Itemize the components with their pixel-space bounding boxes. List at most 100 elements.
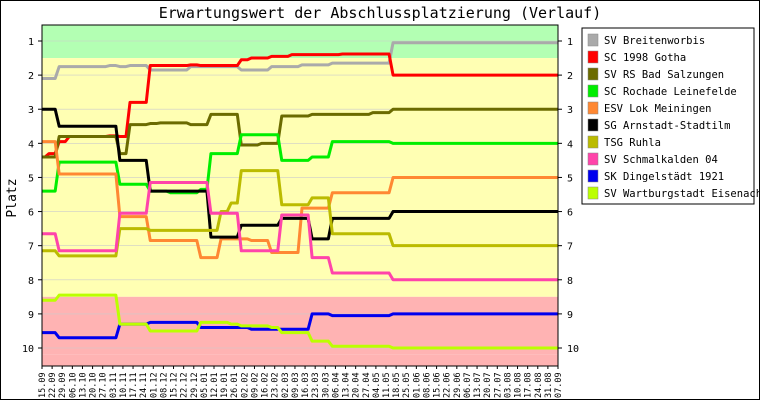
legend-label: SG Arnstadt-Stadtilm — [604, 120, 730, 132]
series-line-2 — [42, 107, 558, 159]
x-tick-label: 03.11 — [109, 372, 119, 398]
x-tick-label: 12.01 — [210, 372, 220, 398]
x-tick-label: 20.10 — [89, 372, 99, 398]
y-tick-label-left: 10 — [22, 344, 34, 355]
x-tick-label: 29.12 — [190, 372, 200, 398]
y-tick-label-right: 3 — [567, 105, 573, 116]
y-tick-label-right: 1 — [567, 37, 573, 48]
axes — [41, 24, 559, 367]
legend-swatch — [587, 101, 599, 115]
legend-swatch — [587, 118, 599, 132]
y-tick-label-left: 7 — [28, 242, 34, 253]
x-tick-label: 13.04 — [342, 372, 352, 398]
legend-label: SV Breitenworbis — [604, 35, 705, 47]
x-tick-label: 13.10 — [78, 372, 88, 398]
y-tick-label-left: 1 — [28, 37, 34, 48]
y-tick-label-left: 5 — [28, 173, 34, 184]
x-tick-label: 05.01 — [200, 372, 210, 398]
x-tick-label: 07.09 — [554, 372, 564, 398]
x-ticks: 15.09 22.09 29.09 06.10 13.10 20.10 27.10 03.11… — [38, 366, 564, 398]
y-tick-label-right: 6 — [567, 208, 573, 219]
x-tick-label: 29.09 — [58, 372, 68, 398]
x-tick-label: 10.08 — [514, 372, 524, 398]
y-tick-label-right: 9 — [567, 310, 573, 321]
y-axis-label: Platz — [5, 178, 20, 217]
y-tick-label-left: 2 — [28, 71, 34, 82]
y-ticks-left: 1 2 3 4 5 6 7 8 9 10 — [22, 37, 42, 355]
x-tick-label: 01.06 — [412, 372, 422, 398]
x-tick-label: 27.10 — [99, 372, 109, 398]
series-line-1 — [42, 52, 558, 159]
x-tick-label: 19.01 — [220, 372, 230, 398]
x-tick-label: 08.06 — [422, 372, 432, 398]
chart-title: Erwartungswert der Abschlussplatzierung … — [159, 4, 602, 22]
y-tick-label-right: 4 — [567, 139, 573, 150]
legend-label: SV Wartburgstadt Eisenach — [604, 188, 760, 200]
series-line-9 — [42, 293, 558, 350]
x-tick-label: 04.05 — [372, 372, 382, 398]
x-tick-label: 03.08 — [503, 372, 513, 398]
x-tick-label: 24.08 — [534, 372, 544, 398]
band-fill — [42, 354, 558, 366]
series-line-4 — [42, 140, 558, 260]
legend-swatch — [587, 50, 599, 64]
x-tick-label: 06.10 — [68, 372, 78, 398]
x-tick-label: 27.07 — [493, 372, 503, 398]
legend-swatch — [587, 186, 599, 200]
series-line-5 — [42, 107, 558, 241]
y-tick-label-left: 6 — [28, 208, 34, 219]
x-tick-label: 08.12 — [159, 372, 169, 398]
band-relegation — [42, 296, 558, 355]
x-tick-label: 20.04 — [352, 372, 362, 398]
series-line-6 — [42, 169, 558, 258]
legend-label: ESV Lok Meiningen — [604, 103, 711, 115]
y-tick-label-right: 5 — [567, 173, 573, 184]
legend-box — [581, 27, 755, 205]
x-tick-label: 06.07 — [463, 372, 473, 398]
x-tick-label: 20.07 — [483, 372, 493, 398]
x-tick-label: 09.03 — [291, 372, 301, 398]
x-tick-label: 17.11 — [129, 372, 139, 398]
x-tick-label: 18.05 — [392, 372, 402, 398]
x-tick-label: 29.06 — [453, 372, 463, 398]
x-tick-label: 06.04 — [331, 372, 341, 398]
y-tick-label-right: 7 — [567, 242, 573, 253]
y-tick-label-right: 8 — [567, 276, 573, 287]
legend-label: SC Rochade Leinefelde — [604, 86, 737, 98]
legend-swatch — [587, 33, 599, 47]
series-line-3 — [42, 133, 558, 195]
x-tick-label: 22.09 — [48, 372, 58, 398]
x-tick-label: 26.01 — [230, 372, 240, 398]
legend-swatch — [587, 67, 599, 81]
x-tick-label: 15.06 — [433, 372, 443, 398]
x-tick-label: 23.02 — [271, 372, 281, 398]
x-tick-label: 24.11 — [139, 372, 149, 398]
x-tick-label: 31.08 — [544, 372, 554, 398]
legend-label: SK Dingelstädt 1921 — [604, 171, 724, 183]
x-tick-label: 13.07 — [473, 372, 483, 398]
x-tick-label: 15.12 — [170, 372, 180, 398]
legend: SV Breitenworbis SC 1998 Gotha SV RS Bad S… — [581, 27, 760, 205]
x-tick-label: 01.12 — [149, 372, 159, 398]
y-tick-label-left: 3 — [28, 105, 34, 116]
legend-swatch — [587, 135, 599, 149]
series-line-7 — [42, 181, 558, 282]
legend-swatch — [587, 84, 599, 98]
y-tick-label-left: 4 — [28, 139, 34, 150]
x-tick-label: 11.05 — [382, 372, 392, 398]
x-tick-label: 22.12 — [180, 372, 190, 398]
legend-label: TSG Ruhla — [604, 137, 661, 149]
legend-label: SV Schmalkalden 04 — [604, 154, 718, 166]
x-tick-label: 25.05 — [402, 372, 412, 398]
x-tick-label: 02.03 — [281, 372, 291, 398]
x-tick-label: 23.03 — [311, 372, 321, 398]
x-tick-label: 16.02 — [261, 372, 271, 398]
y-ticks-right: 1 2 3 4 5 6 7 8 9 10 — [558, 37, 579, 355]
x-tick-label: 16.03 — [301, 372, 311, 398]
legend-label: SV RS Bad Salzungen — [604, 69, 724, 81]
x-tick-label: 22.06 — [443, 372, 453, 398]
series-lines — [42, 41, 558, 350]
x-tick-label: 27.04 — [362, 372, 372, 398]
x-tick-label: 17.08 — [524, 372, 534, 398]
